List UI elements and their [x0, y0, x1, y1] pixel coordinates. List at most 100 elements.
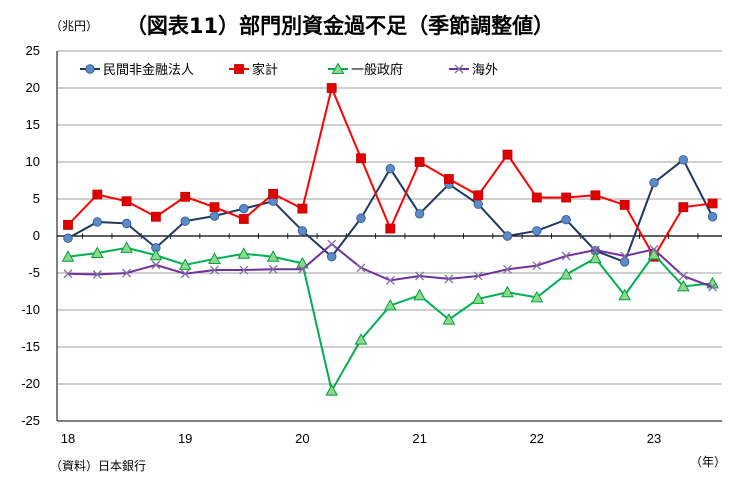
series-layer — [61, 83, 719, 396]
y-tick-label: -10 — [21, 302, 40, 317]
y-tick-label: 20 — [26, 80, 40, 95]
x-tick-label: 20 — [295, 431, 309, 446]
data-point — [354, 333, 368, 345]
data-point — [707, 198, 718, 209]
data-point — [209, 202, 220, 213]
data-point — [297, 264, 307, 274]
data-point-stroke — [122, 268, 132, 278]
series-1 — [63, 83, 718, 262]
legend-label: 家計 — [252, 62, 278, 78]
data-point — [590, 245, 600, 255]
data-point — [331, 62, 345, 74]
data-point — [85, 64, 95, 74]
data-point — [121, 196, 132, 207]
data-point — [297, 226, 308, 236]
legend-label: 一般政府 — [351, 62, 403, 78]
legend: 民間非金融法人 家計 一般政府 海外 — [80, 62, 498, 78]
data-point — [327, 239, 337, 249]
data-point — [92, 270, 102, 279]
y-tick-label: 0 — [33, 228, 40, 243]
data-point — [620, 257, 630, 267]
data-point — [180, 269, 190, 279]
data-point — [208, 252, 221, 264]
data-point-stroke — [210, 265, 219, 275]
data-point — [178, 258, 192, 270]
y-tick-label: 25 — [26, 43, 40, 58]
chart-title: （図表11）部門別資金過不足（季節調整値） — [126, 14, 554, 38]
data-point-stroke — [620, 251, 630, 261]
data-point — [443, 174, 454, 184]
data-point-stroke — [454, 64, 464, 74]
x-tick-label: 18 — [61, 431, 75, 446]
legend-item-2: 一般政府 — [328, 62, 403, 78]
y-tick-label: 10 — [26, 154, 40, 169]
data-point — [531, 192, 542, 203]
legend-item-1: 家計 — [229, 62, 278, 78]
data-point — [210, 265, 219, 275]
data-point — [297, 203, 308, 214]
data-point — [120, 241, 133, 253]
data-point — [150, 211, 161, 222]
data-point — [90, 246, 104, 259]
data-point — [708, 282, 718, 292]
y-tick-label: -15 — [21, 339, 40, 354]
data-point — [532, 261, 542, 271]
data-point — [268, 188, 279, 199]
data-point — [530, 290, 544, 303]
data-point — [325, 384, 339, 396]
y-tick-label: 15 — [26, 117, 40, 132]
data-point — [502, 149, 513, 160]
x-tick-labels: 18 19 20 21 22 23 — [61, 431, 661, 446]
legend-label: 民間非金融法人 — [103, 62, 194, 78]
data-point-stroke — [356, 263, 366, 273]
data-point — [149, 248, 163, 261]
x-tick-label: 23 — [647, 431, 661, 446]
data-point — [61, 250, 75, 262]
legend-item-0: 民間非金融法人 — [80, 62, 194, 78]
data-point — [473, 190, 484, 201]
data-point — [237, 247, 251, 259]
data-point-stroke — [532, 261, 542, 271]
data-point — [473, 199, 483, 209]
data-point — [92, 189, 103, 200]
x-tick-label: 21 — [412, 431, 426, 446]
data-point — [649, 178, 659, 188]
data-point — [414, 209, 425, 219]
source-note: （資料）日本銀行 — [50, 459, 146, 473]
data-point — [501, 285, 514, 298]
data-point-stroke — [503, 264, 512, 274]
data-point — [678, 271, 688, 281]
data-point — [209, 211, 220, 221]
series-line — [67, 246, 713, 394]
data-point — [590, 190, 601, 201]
grid-lines — [57, 50, 722, 422]
data-point-stroke — [327, 239, 337, 249]
data-point — [561, 192, 571, 203]
data-point — [63, 269, 73, 279]
y-tick-label: -25 — [21, 413, 40, 428]
data-point — [121, 218, 132, 229]
data-point — [502, 231, 513, 241]
data-point — [180, 191, 191, 202]
data-point-stroke — [239, 265, 249, 275]
data-point — [532, 226, 542, 236]
data-point — [385, 275, 395, 285]
data-point — [268, 264, 278, 274]
data-point — [356, 263, 366, 273]
data-point-stroke — [561, 251, 571, 261]
data-point — [678, 202, 689, 213]
data-point — [234, 64, 244, 74]
x-tick-label: 19 — [178, 431, 192, 446]
data-point — [442, 313, 456, 325]
data-point — [559, 267, 573, 280]
data-point — [620, 251, 630, 261]
data-point-stroke — [268, 264, 278, 274]
series-3 — [63, 239, 718, 292]
data-point — [383, 299, 397, 311]
data-point — [63, 219, 73, 230]
data-point — [385, 223, 396, 234]
series-0 — [63, 155, 718, 267]
data-point — [471, 292, 485, 304]
data-point — [444, 274, 454, 284]
data-point — [454, 64, 464, 74]
